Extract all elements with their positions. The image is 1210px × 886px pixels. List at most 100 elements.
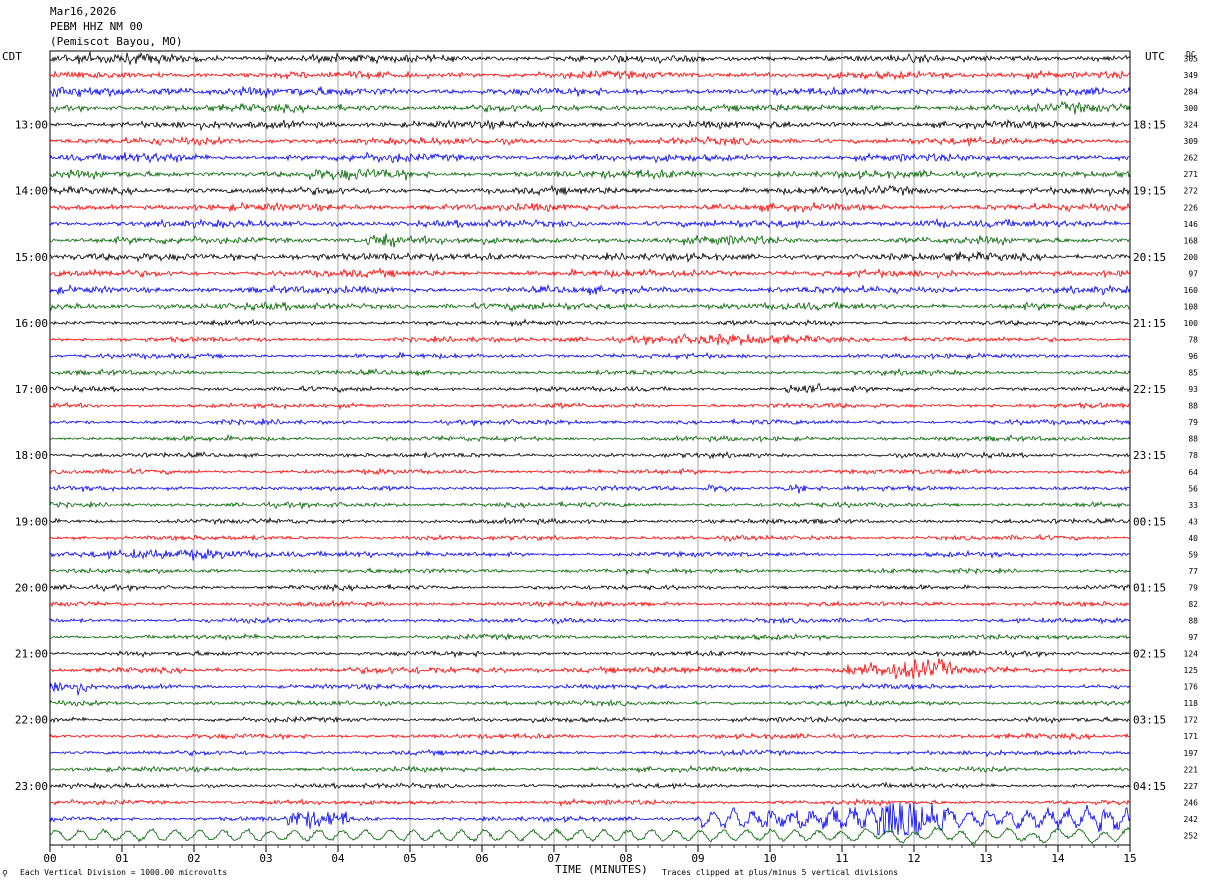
dc-offset-value: 125 [1184,666,1199,675]
dc-offset-value: 108 [1184,302,1199,311]
seismic-trace [49,467,1131,476]
station-code: PEBM HHZ NM 00 [50,20,143,33]
left-hour-label: 23:00 [15,780,48,793]
dc-offset-value: 242 [1184,815,1199,824]
left-hour-label: 14:00 [15,185,48,198]
dc-offset-value: 43 [1188,517,1198,526]
right-hour-label: 18:15 [1133,119,1166,132]
dc-offset-value: 59 [1188,550,1198,559]
left-hour-label: 20:00 [15,581,48,594]
seismic-trace [49,251,1131,264]
x-tick-label: 11 [835,852,848,865]
right-timezone-label: UTC [1145,50,1165,63]
dc-offset-value: 262 [1184,154,1199,163]
dc-offset-value: 97 [1188,633,1198,642]
left-hour-label: 18:00 [15,449,48,462]
clip-note: Traces clipped at plus/minus 5 vertical … [662,868,899,877]
seismic-trace [49,599,1131,608]
dc-offset-value: 252 [1184,831,1199,840]
seismic-trace [49,748,1131,758]
dc-offset-value: 324 [1184,121,1199,130]
dc-offset-value: 349 [1184,71,1199,80]
right-hour-label: 02:15 [1133,648,1166,661]
seismic-trace [49,533,1131,543]
dc-header-label: DC [1186,50,1196,59]
seismic-trace [49,516,1131,526]
dc-offset-value: 146 [1184,220,1199,229]
left-timezone-label: CDT [2,50,22,63]
dc-offset-value: 88 [1188,435,1198,444]
dc-offset-value: 284 [1184,88,1199,97]
x-tick-label: 14 [1051,852,1065,865]
dc-offset-value: 82 [1188,600,1198,609]
dc-offset-value: 246 [1184,798,1199,807]
seismic-trace [49,135,1131,147]
right-hour-label: 21:15 [1133,317,1166,330]
x-tick-label: 07 [547,852,560,865]
dc-offset-value: 227 [1184,782,1199,791]
x-tick-label: 13 [979,852,992,865]
dc-offset-value: 160 [1184,286,1199,295]
seismic-trace [49,283,1131,296]
seismic-trace [49,632,1131,642]
x-tick-label: 04 [331,852,345,865]
dc-offset-value: 118 [1184,699,1199,708]
seismic-trace [49,301,1131,313]
left-hour-label: 15:00 [15,251,48,264]
dc-offset-value: 85 [1188,369,1198,378]
x-tick-label: 10 [763,852,776,865]
seismic-trace [49,51,1131,66]
right-hour-label: 00:15 [1133,515,1166,528]
seismic-trace [49,483,1131,494]
dc-offset-value: 271 [1184,170,1199,179]
seismic-trace [49,184,1131,198]
plot-frame [49,50,1131,846]
seismic-trace [49,699,1131,707]
dc-offset-value: 197 [1184,749,1199,758]
seismic-trace [49,333,1131,346]
seismic-trace [49,616,1131,625]
dc-offset-value: 79 [1188,583,1198,592]
left-hour-label: 21:00 [15,648,48,661]
dc-offset-value: 78 [1188,451,1198,460]
x-tick-label: 09 [691,852,704,865]
right-hour-label: 01:15 [1133,581,1166,594]
dc-offset-value: 79 [1188,418,1198,427]
dc-offset-value: 77 [1188,567,1198,576]
seismic-trace [49,318,1131,327]
seismic-trace [49,100,1131,115]
dc-offset-value: 221 [1184,765,1199,774]
seismic-trace [49,434,1131,443]
seismic-trace [49,548,1131,561]
left-hour-label: 19:00 [15,515,48,528]
dc-offset-value: 64 [1188,468,1198,477]
seismic-trace [49,417,1131,427]
seismic-trace [49,797,1131,808]
dc-offset-value: 309 [1184,137,1199,146]
right-hour-label: 19:15 [1133,185,1166,198]
dc-offset-value: 96 [1188,352,1198,361]
seismic-trace [49,500,1131,511]
dc-offset-value: 171 [1184,732,1199,741]
seismic-trace [49,233,1131,248]
dc-offset-value: 272 [1184,187,1199,196]
dc-offset-value: 200 [1184,253,1199,262]
scale-note-icon: ⚲ [2,869,8,878]
seismic-trace [49,86,1131,98]
dc-offset-value: 56 [1188,484,1198,493]
dc-offset-value: 40 [1188,534,1198,543]
dc-offset-value: 226 [1184,203,1199,212]
seismic-trace [49,802,1131,837]
left-hour-label: 16:00 [15,317,48,330]
dc-offset-value: 172 [1184,716,1199,725]
seismic-trace [49,151,1130,164]
seismic-trace [49,201,1131,214]
dc-offset-value: 124 [1184,650,1199,659]
right-hour-label: 04:15 [1133,780,1166,793]
dc-offset-value: 33 [1188,501,1198,510]
scale-note: Each Vertical Division = 1000.00 microvo… [20,868,228,877]
seismic-trace [49,826,1131,846]
seismic-trace [49,681,1131,696]
seismic-trace [49,382,1131,394]
